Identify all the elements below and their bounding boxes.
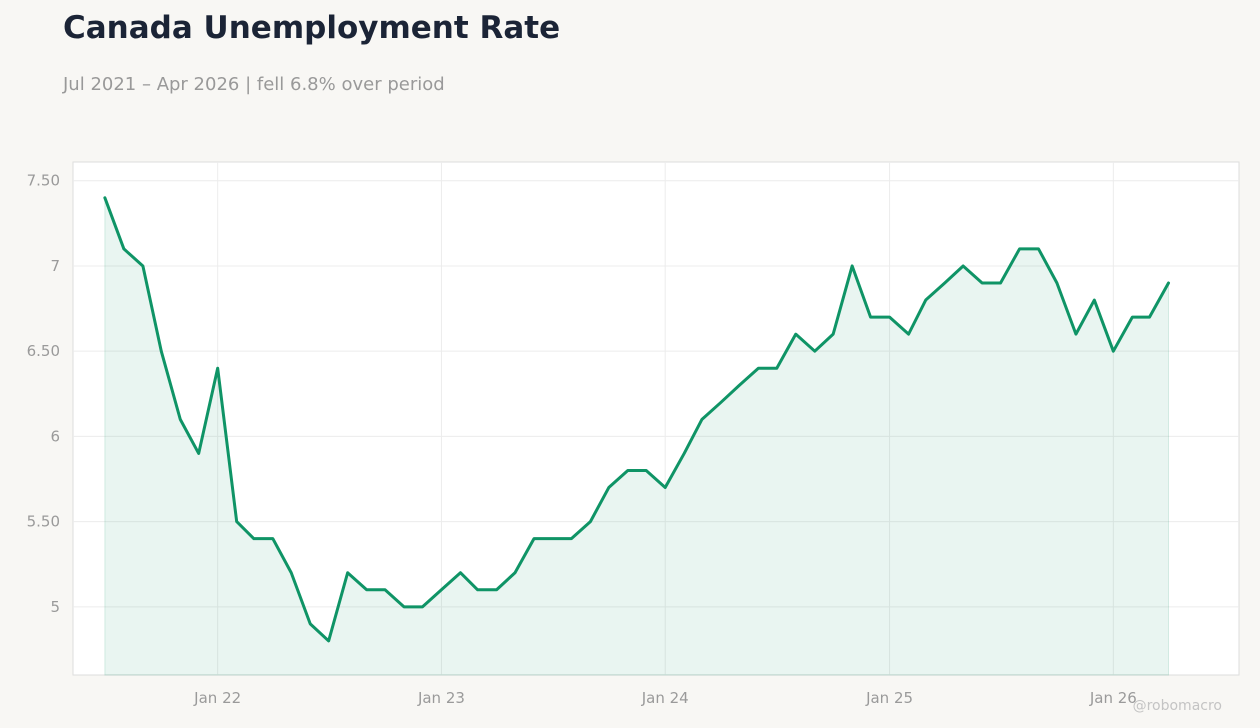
y-tick-label: 5 — [50, 598, 60, 616]
plot-area — [72, 161, 1240, 676]
x-tick-label: Jan 24 — [641, 689, 689, 707]
chart-subtitle: Jul 2021 – Apr 2026 | fell 6.8% over per… — [63, 74, 445, 95]
credit-watermark: @robomacro — [1132, 698, 1222, 714]
y-tick-label: 7 — [50, 257, 60, 275]
x-tick-label: Jan 22 — [193, 689, 241, 707]
x-tick-label: Jan 25 — [865, 689, 913, 707]
y-tick-label: 6 — [50, 427, 60, 445]
y-tick-label: 5.50 — [27, 513, 60, 531]
y-tick-label: 7.50 — [27, 172, 60, 190]
x-tick-label: Jan 23 — [417, 689, 465, 707]
series-line — [103, 196, 1171, 643]
y-tick-label: 6.50 — [27, 342, 60, 360]
x-tick-label: Jan 26 — [1089, 689, 1137, 707]
chart-title: Canada Unemployment Rate — [63, 10, 561, 46]
